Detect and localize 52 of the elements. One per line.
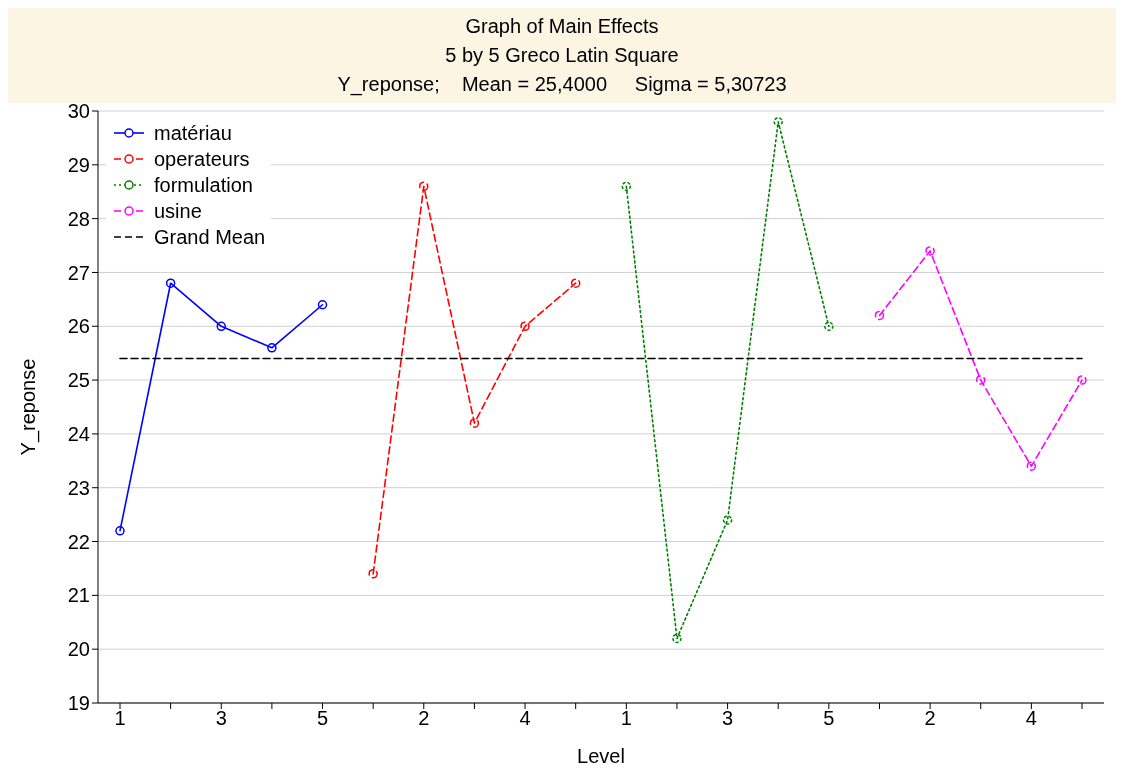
point xyxy=(469,418,480,428)
point xyxy=(520,321,530,332)
legend-label: Grand Mean xyxy=(154,225,266,250)
y-tick-label: 28 xyxy=(67,207,90,230)
point xyxy=(824,321,834,332)
point xyxy=(317,300,328,310)
y-tick-label: 22 xyxy=(67,530,90,553)
x-tick-label: 2 xyxy=(418,707,430,730)
point xyxy=(672,633,682,644)
y-tick-label: 26 xyxy=(67,315,90,338)
point xyxy=(1077,375,1087,385)
x-tick-label: 3 xyxy=(722,707,734,730)
x-tick-label: 4 xyxy=(519,707,531,730)
legend-label: matériau xyxy=(154,121,232,146)
text: Y_reponse; Mean = 25,4000 Sigma = 5,30723 xyxy=(336,72,788,98)
y-tick-label: 23 xyxy=(67,476,90,499)
y-tick-label: 27 xyxy=(67,261,90,284)
chart-subtitle: 5 by 5 Greco Latin Square xyxy=(444,43,680,68)
point xyxy=(722,515,733,525)
point xyxy=(115,526,125,536)
legend-label: formulation xyxy=(154,173,253,198)
y-tick-label: 21 xyxy=(67,584,90,607)
chart-title: Graph of Main Effects xyxy=(464,14,660,39)
x-tick-label: 1 xyxy=(620,707,632,730)
point xyxy=(267,343,277,353)
x-tick-label: 5 xyxy=(316,707,329,730)
point xyxy=(419,181,429,192)
point xyxy=(368,569,378,579)
point xyxy=(165,278,176,288)
legend-label: usine xyxy=(154,199,202,224)
y-tick-label: 19 xyxy=(67,692,90,715)
y-tick-label: 29 xyxy=(67,153,90,176)
point xyxy=(874,310,885,321)
x-axis-title: Level xyxy=(577,745,625,767)
point xyxy=(773,117,783,127)
y-tick-label: 30 xyxy=(67,100,90,123)
point xyxy=(621,181,632,192)
x-tick-label: 2 xyxy=(924,707,936,730)
point xyxy=(975,375,986,385)
point xyxy=(216,321,227,332)
x-tick-label: 3 xyxy=(215,707,227,730)
legend-label: operateurs xyxy=(154,147,250,172)
y-axis-title: Y_reponse xyxy=(17,358,41,456)
point xyxy=(570,278,581,288)
x-tick-label: 1 xyxy=(114,707,126,730)
x-tick-label: 4 xyxy=(1025,707,1037,730)
point xyxy=(1026,461,1037,471)
y-tick-label: 24 xyxy=(67,423,90,446)
point xyxy=(925,246,935,256)
y-tick-label: 25 xyxy=(67,369,90,392)
x-tick-label: 5 xyxy=(823,707,835,730)
y-tick-label: 20 xyxy=(67,638,90,661)
